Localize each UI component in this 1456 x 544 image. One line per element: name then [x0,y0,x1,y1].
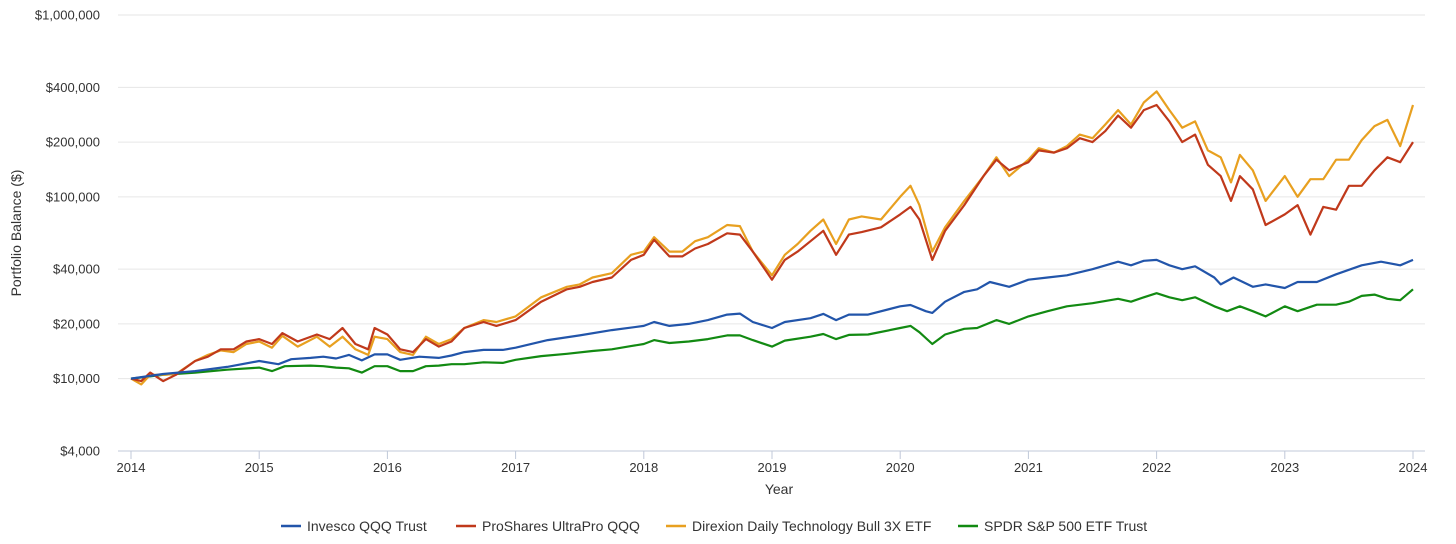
legend-label: SPDR S&P 500 ETF Trust [984,518,1147,534]
series-layer [130,90,1415,386]
x-tick-label: 2023 [1270,460,1299,475]
series-line-3 [130,288,1414,380]
y-tick-label: $10,000 [53,371,100,386]
x-tick-label: 2017 [501,460,530,475]
x-tick-label: 2014 [117,460,146,475]
x-tick-label: 2015 [245,460,274,475]
legend-item[interactable]: SPDR S&P 500 ETF Trust [958,518,1147,534]
y-tick-label: $20,000 [53,316,100,331]
x-tick-label: 2022 [1142,460,1171,475]
x-tick-label: 2018 [629,460,658,475]
legend-item[interactable]: ProShares UltraPro QQQ [456,518,640,534]
legend-label: ProShares UltraPro QQQ [482,518,640,534]
x-axis-title: Year [765,481,794,497]
x-tick-label: 2024 [1399,460,1428,475]
legend-item[interactable]: Invesco QQQ Trust [281,518,427,534]
x-tick-label: 2020 [886,460,915,475]
y-tick-label: $400,000 [46,80,100,95]
grid-layer [118,14,1425,452]
legend-item[interactable]: Direxion Daily Technology Bull 3X ETF [666,518,931,534]
y-axis-ticks: $4,000 $10,000 $20,000 $40,000 $100,000 $200,… [35,8,100,459]
series-line-0 [130,258,1414,380]
y-tick-label: $100,000 [46,189,100,204]
legend-label: Invesco QQQ Trust [307,518,427,534]
x-tick-label: 2021 [1014,460,1043,475]
x-tick-label: 2016 [373,460,402,475]
x-tick-label: 2019 [758,460,787,475]
y-tick-label: $200,000 [46,135,100,150]
x-axis-ticks: 2014 2015 2016 2017 2018 2019 2020 2021 2022 2023… [117,451,1428,475]
legend-label: Direxion Daily Technology Bull 3X ETF [692,518,931,534]
legend: Invesco QQQ Trust ProShares UltraPro QQQ D… [281,518,1147,534]
y-tick-label: $1,000,000 [35,8,100,23]
y-axis-title: Portfolio Balance ($) [8,170,24,297]
y-tick-label: $40,000 [53,262,100,277]
series-line-2 [130,90,1415,386]
y-tick-label: $4,000 [60,444,100,459]
series-line-1 [130,103,1414,383]
